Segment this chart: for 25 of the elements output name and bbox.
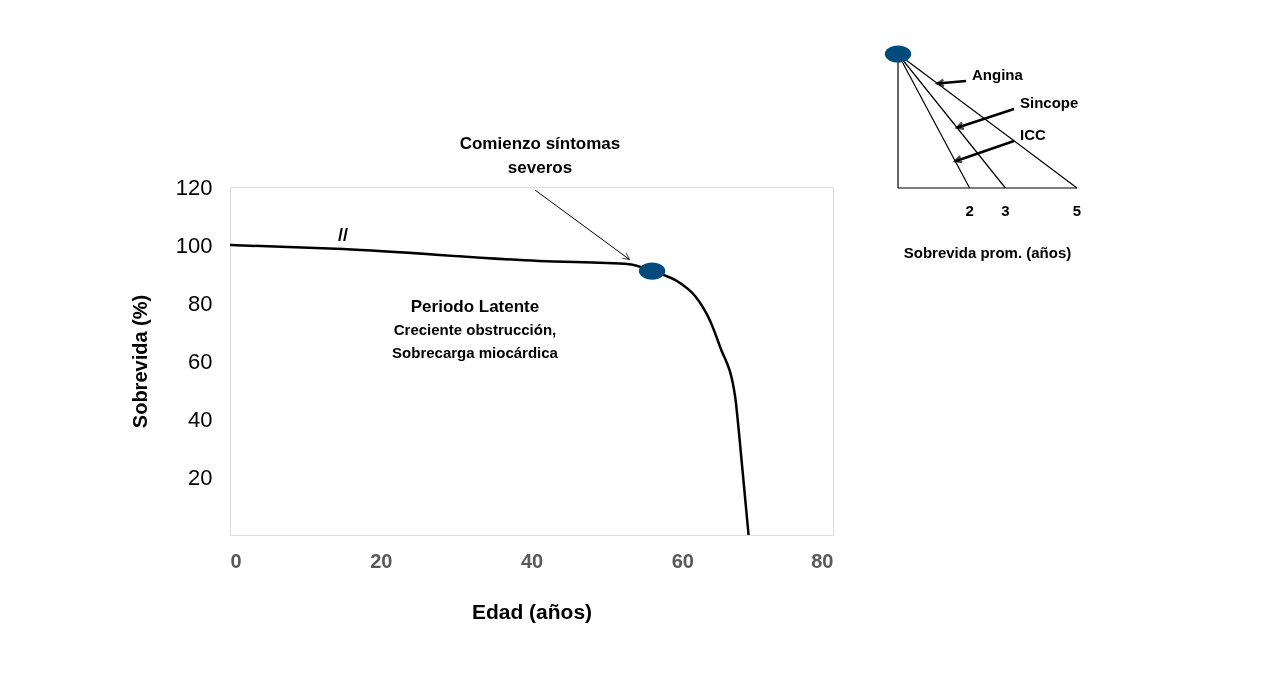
y-tick-label: 100 (175, 232, 213, 258)
annotation: Comienzo síntomas severos (459, 134, 621, 177)
y-tick-label: 40 (188, 406, 213, 432)
y-tick-label: 60 (188, 348, 213, 374)
x-axis-title: Sobrevida prom. (años) (903, 244, 1072, 261)
x-tick-label: 0 (230, 549, 242, 572)
x-tick-label: 2 (965, 202, 974, 219)
y-tick-label: 20 (188, 464, 213, 490)
x-tick-label: 5 (1072, 202, 1082, 219)
annotation: Sobrecarga miocárdica (392, 344, 559, 361)
text: ICC (1020, 126, 1046, 143)
x-tick-label: 20 (370, 549, 393, 572)
y-axis-title: Sobrevida (%) (128, 294, 151, 429)
annotation: Periodo Latente (410, 297, 540, 316)
x-tick-label: 60 (671, 549, 694, 572)
text: Sincope (1020, 94, 1079, 111)
y-tick-label: 120 (175, 174, 213, 200)
y-tick-label: 80 (188, 290, 213, 316)
annotation: // (338, 225, 349, 246)
x-tick-label: 80 (811, 549, 834, 572)
x-tick-label: 40 (520, 549, 544, 572)
legend-label: Angina (972, 66, 1024, 83)
annotation: Creciente obstrucción, (393, 321, 557, 338)
x-axis-title: Edad (años) (471, 599, 593, 623)
x-tick-label: 3 (1001, 202, 1010, 219)
